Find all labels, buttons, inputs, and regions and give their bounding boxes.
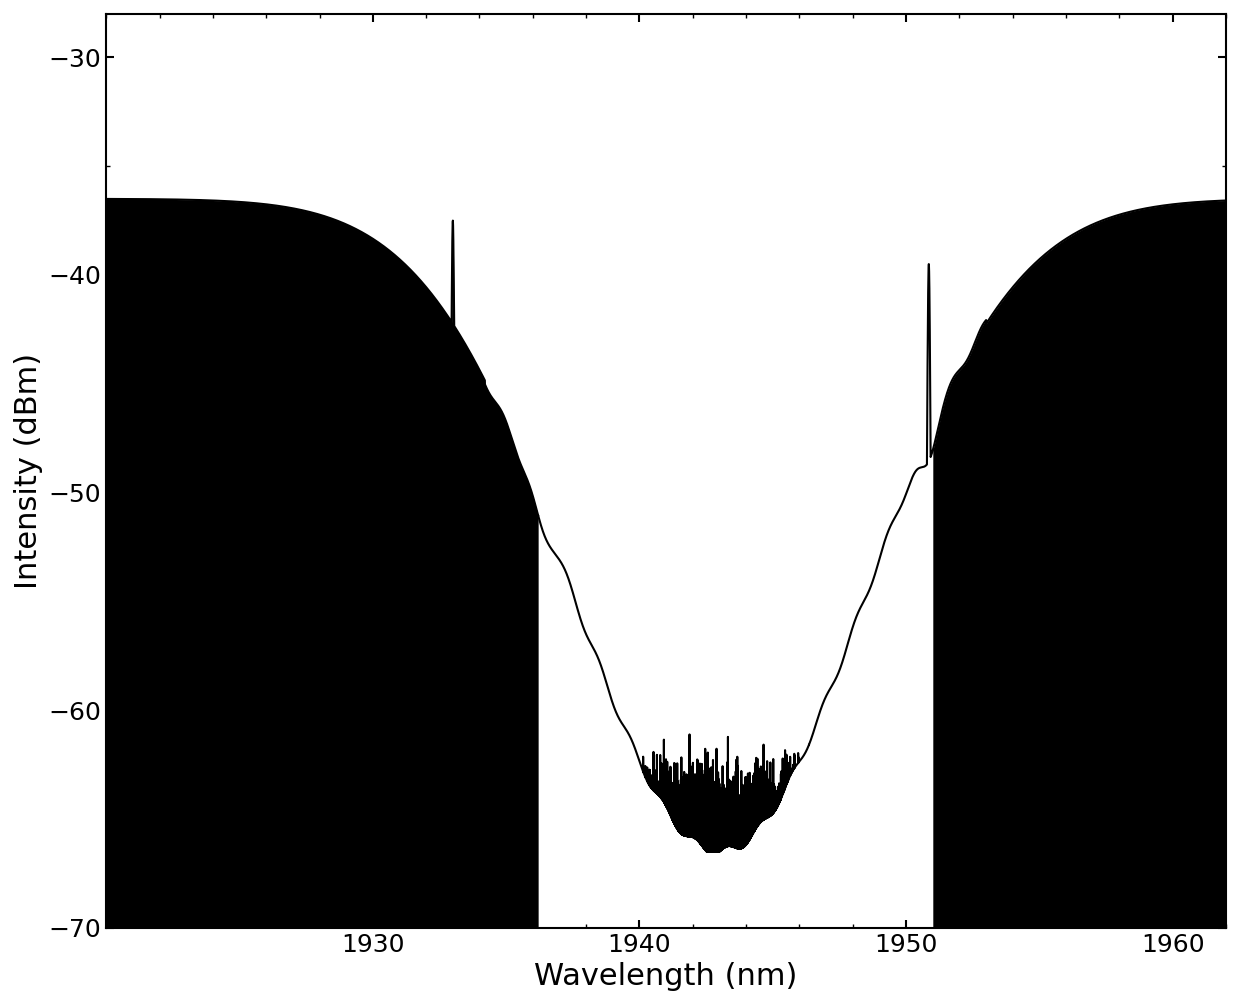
- Y-axis label: Intensity (dBm): Intensity (dBm): [14, 353, 43, 589]
- X-axis label: Wavelength (nm): Wavelength (nm): [534, 962, 797, 991]
